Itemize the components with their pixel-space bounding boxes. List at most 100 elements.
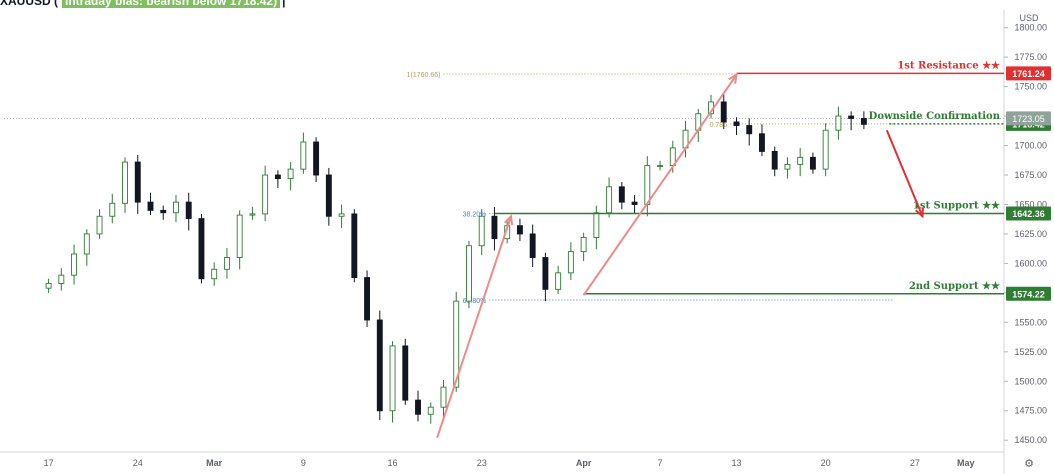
symbol-label: XAUUSD ( xyxy=(0,0,59,8)
candle-body xyxy=(618,186,625,203)
candle-body xyxy=(478,215,485,247)
price-badge-label: 1761.24 xyxy=(1012,69,1045,79)
candle-body xyxy=(580,237,587,253)
x-tick-label: May xyxy=(957,458,975,468)
candle-body xyxy=(644,165,651,205)
candle-body xyxy=(287,168,294,179)
level-name: 1st Support ★★ xyxy=(913,200,1000,211)
x-tick-label: 13 xyxy=(731,458,741,468)
plot-area xyxy=(4,10,1004,452)
last-price-label: 1723.05 xyxy=(1012,114,1045,124)
candle-body xyxy=(58,274,65,284)
candle-body xyxy=(249,213,256,216)
y-tick-label: 1750.00 xyxy=(1014,82,1047,92)
candle-body xyxy=(567,251,574,274)
x-tick-label: 9 xyxy=(301,458,306,468)
candle-body xyxy=(45,283,52,289)
y-tick-label: 1775.00 xyxy=(1014,52,1047,62)
trend-arrow-head xyxy=(915,207,924,219)
price-badge xyxy=(1006,286,1051,301)
candle-body xyxy=(759,133,765,152)
candle-body xyxy=(402,345,409,401)
level-name: Downside Confirmation xyxy=(869,111,1001,122)
y-tick-label: 1800.00 xyxy=(1014,23,1047,33)
x-tick-label: 27 xyxy=(910,458,920,468)
fib-level-label: 61.80% xyxy=(463,298,487,305)
candle-body xyxy=(211,268,218,280)
level-name: 2nd Support ★★ xyxy=(909,281,1000,292)
chart-title: XAUUSD (Intraday bias: bearish below 171… xyxy=(0,0,285,8)
candle-body xyxy=(809,156,816,170)
bias-subtitle: Intraday bias: bearish below 1718.42) xyxy=(62,0,281,8)
candle-body xyxy=(364,277,371,321)
candle-body xyxy=(555,272,562,290)
candle-body xyxy=(313,141,320,176)
candle-body xyxy=(516,225,523,235)
candle-body xyxy=(376,319,383,412)
candle-body xyxy=(771,150,778,170)
price-badge-label: 1642.36 xyxy=(1012,209,1045,219)
candle-body xyxy=(160,209,167,214)
candle-body xyxy=(198,218,205,280)
price-badge xyxy=(1006,206,1051,221)
candle-body xyxy=(109,202,116,217)
y-tick-label: 1500.00 xyxy=(1014,376,1047,386)
currency-label: USD xyxy=(1019,13,1039,23)
candle-body xyxy=(848,115,855,119)
candle-body xyxy=(593,212,600,238)
candle-body xyxy=(71,253,78,276)
trend-arrow-line xyxy=(436,215,512,439)
x-tick-label: 7 xyxy=(658,458,663,468)
candle-body xyxy=(631,201,638,205)
candle-body xyxy=(542,257,549,290)
x-tick-label: 16 xyxy=(388,458,398,468)
candle-body xyxy=(720,101,727,123)
candle-body xyxy=(835,115,842,131)
y-tick-label: 1600.00 xyxy=(1014,258,1047,268)
candle-body xyxy=(274,174,281,179)
candle-body xyxy=(822,129,829,170)
candle-body xyxy=(440,386,447,408)
x-tick-label: Apr xyxy=(576,458,592,468)
candle-body xyxy=(96,215,103,235)
candle-body xyxy=(466,245,472,302)
candle-body xyxy=(351,213,358,279)
candle-body xyxy=(415,399,421,415)
price-badge-label: 1574.22 xyxy=(1012,289,1045,299)
candle-body xyxy=(122,161,128,204)
candle-body xyxy=(185,201,192,220)
fib-level-label: 1(1760.66) xyxy=(407,72,441,79)
candle-body xyxy=(746,125,753,135)
last-price-badge xyxy=(1006,111,1051,126)
price-badge xyxy=(1006,66,1051,81)
trend-arrow-line xyxy=(885,129,924,217)
x-tick-label: 17 xyxy=(44,458,54,468)
candle-body xyxy=(491,215,498,240)
candle-body xyxy=(83,233,90,255)
candle-body xyxy=(657,165,664,168)
y-tick-label: 1525.00 xyxy=(1014,347,1047,357)
candle-body xyxy=(784,163,791,170)
candle-body xyxy=(797,156,804,165)
x-tick-label: 20 xyxy=(821,458,831,468)
x-tick-label: Mar xyxy=(206,458,223,468)
y-tick-label: 1700.00 xyxy=(1014,141,1047,151)
candle-body xyxy=(173,201,179,214)
candle-body xyxy=(529,233,536,258)
settings-icon: ⚙ xyxy=(1024,457,1034,470)
y-tick-label: 1475.00 xyxy=(1014,406,1047,416)
candle-body xyxy=(300,141,307,170)
y-tick-label: 1450.00 xyxy=(1014,435,1047,445)
x-tick-label: 23 xyxy=(477,458,487,468)
y-tick-label: 1675.00 xyxy=(1014,170,1047,180)
y-tick-label: 1550.00 xyxy=(1014,317,1047,327)
trend-arrow-line xyxy=(582,74,738,296)
x-tick-label: 24 xyxy=(133,458,143,468)
fib-level-label: 38.20% xyxy=(463,211,487,218)
candle-body xyxy=(427,406,434,415)
level-name: 1st Resistance ★★ xyxy=(897,60,1000,71)
candle-body xyxy=(325,174,332,217)
candle-body xyxy=(223,257,230,270)
